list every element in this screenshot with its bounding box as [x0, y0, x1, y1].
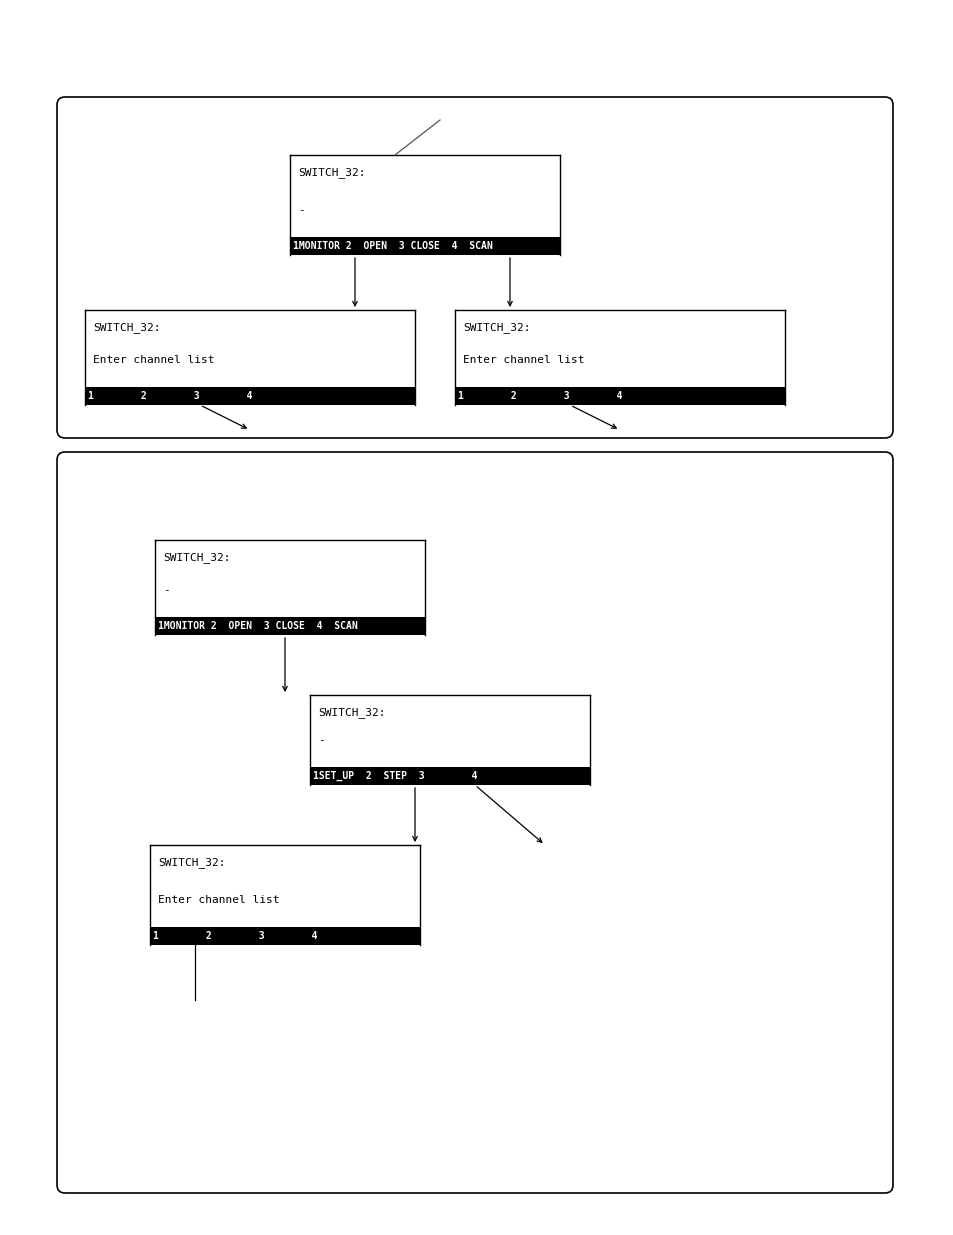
Bar — [290, 237, 559, 254]
FancyBboxPatch shape — [57, 452, 892, 1193]
Text: 1MONITOR 2  OPEN  3 CLOSE  4  SCAN: 1MONITOR 2 OPEN 3 CLOSE 4 SCAN — [293, 241, 493, 251]
Text: 1MONITOR 2  OPEN  3 CLOSE  4  SCAN: 1MONITOR 2 OPEN 3 CLOSE 4 SCAN — [158, 621, 357, 631]
Text: Enter channel list: Enter channel list — [92, 354, 214, 366]
Text: SWITCH_32:: SWITCH_32: — [92, 322, 160, 333]
Bar — [154, 618, 424, 635]
Text: SWITCH_32:: SWITCH_32: — [462, 322, 530, 333]
Text: -: - — [297, 205, 304, 215]
Text: SWITCH_32:: SWITCH_32: — [297, 167, 365, 178]
Bar — [455, 387, 784, 405]
Text: 1SET_UP  2  STEP  3        4: 1SET_UP 2 STEP 3 4 — [313, 771, 477, 781]
Text: Enter channel list: Enter channel list — [158, 895, 279, 905]
Text: 1        2        3        4: 1 2 3 4 — [152, 931, 317, 941]
FancyBboxPatch shape — [57, 98, 892, 438]
Text: -: - — [163, 585, 170, 595]
Text: -: - — [317, 735, 324, 745]
Text: SWITCH_32:: SWITCH_32: — [158, 857, 225, 868]
Text: SWITCH_32:: SWITCH_32: — [317, 706, 385, 718]
Bar — [150, 927, 419, 945]
Text: SWITCH_32:: SWITCH_32: — [163, 552, 231, 563]
Text: 1        2        3        4: 1 2 3 4 — [88, 391, 253, 401]
Bar — [310, 767, 589, 785]
Text: Enter channel list: Enter channel list — [462, 354, 584, 366]
Text: 1        2        3        4: 1 2 3 4 — [457, 391, 622, 401]
Bar — [85, 387, 415, 405]
